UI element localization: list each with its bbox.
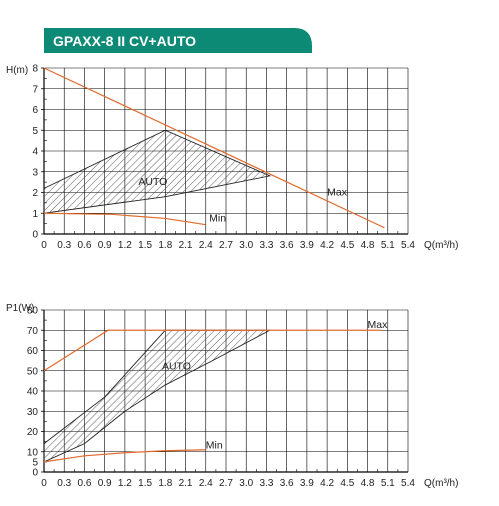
head-y-tick-label: 0 bbox=[32, 230, 38, 241]
head-x-tick-label: 4.5 bbox=[340, 240, 354, 251]
power-x-tick-label: 0.9 bbox=[98, 478, 112, 489]
power-x-tick-label: 4.8 bbox=[361, 478, 375, 489]
power-annotation-max: Max bbox=[368, 319, 389, 331]
power-y-axis-label: P1(W) bbox=[6, 303, 34, 314]
head-y-tick-label: 2 bbox=[32, 188, 38, 199]
power-x-tick-label: 3.3 bbox=[259, 478, 273, 489]
power-y-tick-label: 30 bbox=[27, 407, 39, 418]
power-x-tick-label: 4.2 bbox=[320, 478, 334, 489]
head-x-tick-label: 3.0 bbox=[239, 240, 253, 251]
head-x-tick-label: 0.6 bbox=[77, 240, 91, 251]
power-x-tick-label: 1.8 bbox=[158, 478, 172, 489]
head-series-min bbox=[43, 212, 206, 226]
power-x-tick-label: 3.9 bbox=[300, 478, 314, 489]
power-annotation-min: Min bbox=[206, 440, 223, 452]
chart-title: GPAXX-8 II CV+AUTO bbox=[53, 33, 196, 49]
power-y-tick-label: 20 bbox=[27, 427, 39, 438]
head-y-tick-label: 3 bbox=[32, 167, 38, 178]
power-x-tick-label: 0 bbox=[41, 478, 47, 489]
power-y-tick-label: 70 bbox=[27, 326, 39, 337]
head-x-tick-label: 1.2 bbox=[118, 240, 132, 251]
head-x-tick-label: 0.9 bbox=[98, 240, 112, 251]
head-x-tick-label: 2.4 bbox=[199, 240, 213, 251]
power-y-tick-label: 0 bbox=[32, 468, 38, 479]
power-x-tick-label: 2.7 bbox=[219, 478, 233, 489]
head-x-tick-label: 4.8 bbox=[361, 240, 375, 251]
power-x-tick-label: 1.5 bbox=[138, 478, 152, 489]
title-banner-bg bbox=[44, 28, 312, 53]
head-y-tick-label: 5 bbox=[32, 126, 38, 137]
head-x-tick-label: 5.4 bbox=[401, 240, 415, 251]
head-x-tick-label: 2.7 bbox=[219, 240, 233, 251]
power-series-max bbox=[43, 329, 382, 372]
power-x-tick-label: 4.5 bbox=[340, 478, 354, 489]
power-y-tick-label: 80 bbox=[27, 306, 39, 317]
power-x-tick-label: 5.1 bbox=[381, 478, 395, 489]
head-x-tick-label: 3.6 bbox=[280, 240, 294, 251]
head-x-tick-label: 2.1 bbox=[179, 240, 193, 251]
power-y-tick-label: 60 bbox=[27, 346, 39, 357]
head-x-axis-label: Q(m³/h) bbox=[424, 240, 458, 251]
head-y-tick-label: 6 bbox=[32, 105, 38, 116]
head-x-tick-label: 4.2 bbox=[320, 240, 334, 251]
power-x-tick-label: 3.6 bbox=[280, 478, 294, 489]
head-y-tick-label: 4 bbox=[32, 147, 38, 158]
power-x-axis-label: Q(m³/h) bbox=[424, 478, 458, 489]
head-x-tick-label: 5.1 bbox=[381, 240, 395, 251]
head-x-tick-label: 0.3 bbox=[57, 240, 71, 251]
head-y-axis-label: H(m) bbox=[6, 65, 28, 76]
power-x-tick-label: 1.2 bbox=[118, 478, 132, 489]
power-x-tick-label: 3.0 bbox=[239, 478, 253, 489]
power-x-tick-label: 5.4 bbox=[401, 478, 415, 489]
head-auto-region bbox=[43, 129, 272, 214]
power-y-tick-label: 50 bbox=[27, 366, 39, 377]
power-x-tick-label: 0.3 bbox=[57, 478, 71, 489]
power-x-tick-label: 0.6 bbox=[77, 478, 91, 489]
power-y-tick-label: 5 bbox=[32, 457, 38, 468]
head-chart: 0 1 2 3 4 5 6 7 8 0 0.3 0.6 0.9 1.2 1.5 1.8 2.1 2.4 2.7 3.0… bbox=[6, 64, 458, 252]
power-chart: 0 10 20 30 40 50 60 70 80 50 0.3 0.6 0.9 1.2 1.5 1.8 2.1… bbox=[6, 303, 458, 489]
power-series-min bbox=[43, 449, 206, 463]
power-x-tick-label: 2.1 bbox=[179, 478, 193, 489]
power-annotation-auto: AUTO bbox=[162, 361, 191, 373]
power-y-tick-label: 10 bbox=[27, 447, 39, 458]
head-annotation-max: Max bbox=[327, 187, 348, 199]
head-y-tick-label: 1 bbox=[32, 209, 38, 220]
head-y-tick-label: 7 bbox=[32, 84, 38, 95]
title-banner-shape: GPAXX-8 II CV+AUTO bbox=[44, 28, 312, 53]
head-annotation-min: Min bbox=[209, 213, 226, 225]
head-x-tick-label: 3.3 bbox=[259, 240, 273, 251]
head-x-tick-label: 3.9 bbox=[300, 240, 314, 251]
head-x-tick-label: 0 bbox=[41, 240, 47, 251]
head-series-max bbox=[43, 67, 385, 229]
chart-title-banner: GPAXX-8 II CV+AUTO bbox=[44, 28, 312, 53]
head-x-tick-label: 1.5 bbox=[138, 240, 152, 251]
head-y-tick-label: 8 bbox=[32, 64, 38, 75]
power-auto-region bbox=[43, 329, 271, 463]
power-y-tick-label: 40 bbox=[27, 387, 39, 398]
head-annotation-auto: AUTO bbox=[138, 176, 167, 188]
power-x-tick-label: 2.4 bbox=[199, 478, 213, 489]
head-x-tick-label: 1.8 bbox=[158, 240, 172, 251]
